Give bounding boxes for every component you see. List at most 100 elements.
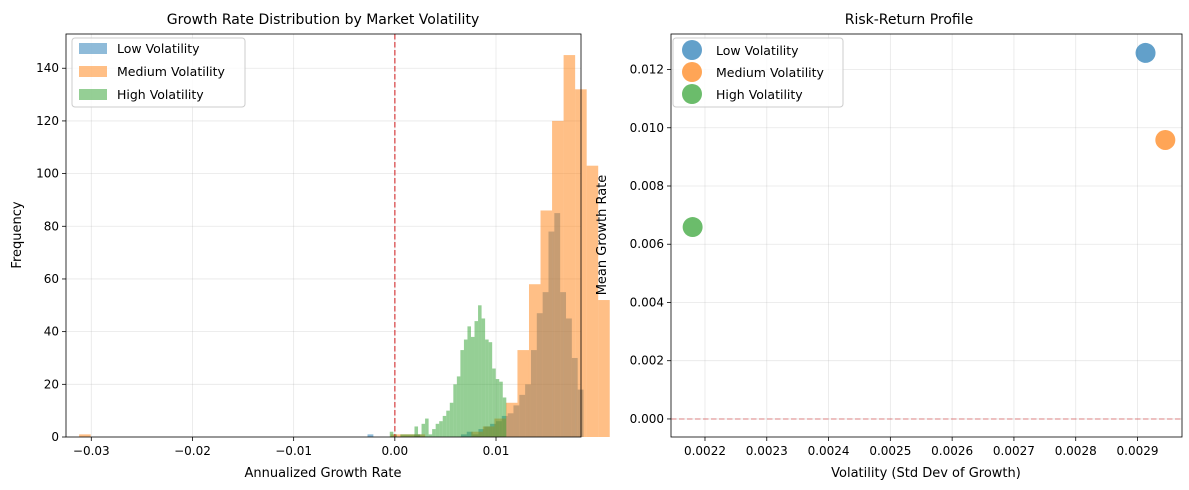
- histogram-bar-high: [446, 410, 450, 437]
- histogram-x-tick-label: 0.00: [381, 444, 408, 458]
- histogram-bar-low: [367, 434, 374, 437]
- histogram-bar-high: [449, 402, 454, 437]
- histogram-bar-high: [499, 381, 503, 437]
- histogram-legend-label-high: High Volatility: [117, 87, 204, 102]
- scatter-legend-marker-low: [682, 40, 702, 60]
- histogram-bar-high: [456, 376, 461, 437]
- histogram-bar-high: [470, 336, 475, 437]
- scatter-x-ticks: 0.0022 0.0023 0.0024 0.0025 0.0026 0.0027 0.00…: [684, 437, 1159, 458]
- scatter-legend-marker-high: [682, 84, 702, 104]
- histogram-bar-high: [428, 434, 433, 437]
- histogram-legend-box: [71, 37, 246, 108]
- histogram-x-tick-label: −0.02: [174, 444, 211, 458]
- scatter-y-tick-label: 0.010: [630, 121, 664, 135]
- histogram-legend-swatch-medium: [79, 66, 107, 77]
- scatter-legend-label-low: Low Volatility: [716, 43, 799, 58]
- scatter-point-medium: [1155, 129, 1176, 150]
- histogram-bar-high: [485, 339, 489, 437]
- histogram-y-tick-label: 40: [44, 325, 59, 339]
- histogram-x-tick-label: −0.03: [73, 444, 110, 458]
- histogram-bar-medium: [540, 210, 553, 437]
- histogram-plot-frame: [65, 33, 582, 438]
- histogram-bar-high: [474, 321, 479, 437]
- histogram-bar-high: [410, 434, 415, 437]
- histogram-bar-high: [407, 434, 411, 437]
- histogram-bar-medium: [79, 434, 91, 437]
- histogram-bar-high: [478, 305, 482, 437]
- scatter-legend: Low Volatility Medium Volatility High Vo…: [672, 37, 844, 108]
- histogram-bar-medium: [586, 165, 599, 437]
- histogram-bar-high: [488, 342, 493, 437]
- histogram-y-tick-label: 80: [44, 219, 59, 233]
- histogram-bar-high: [467, 326, 471, 437]
- histogram-bar-high: [481, 318, 486, 437]
- scatter-legend-marker-medium: [682, 62, 702, 82]
- histogram-bar-medium: [505, 402, 518, 437]
- histogram-title: Growth Rate Distribution by Market Volat…: [167, 12, 479, 28]
- scatter-x-tick-label: 0.0023: [746, 444, 788, 458]
- histogram-bar-high: [435, 423, 440, 437]
- scatter-y-tick-label: 0.000: [630, 412, 664, 426]
- histogram-y-axis-label: Frequency: [10, 201, 25, 268]
- histogram-legend: Low Volatility Medium Volatility High Vo…: [71, 37, 246, 108]
- scatter-point-high: [682, 217, 703, 238]
- histogram-legend-label-medium: Medium Volatility: [117, 64, 226, 79]
- histogram-bar-high: [425, 418, 429, 437]
- scatter-x-tick-label: 0.0025: [869, 444, 911, 458]
- scatter-legend-label-medium: Medium Volatility: [716, 65, 825, 80]
- histogram-y-tick-label: 100: [36, 167, 59, 181]
- scatter-x-tick-label: 0.0026: [931, 444, 973, 458]
- scatter-points: [682, 42, 1176, 238]
- histogram-legend-swatch-high: [79, 89, 107, 100]
- histogram-bar-medium: [598, 300, 610, 437]
- histogram-bar-high: [432, 429, 436, 437]
- scatter-y-tick-label: 0.006: [630, 237, 664, 251]
- histogram-bar-medium: [563, 55, 576, 437]
- scatter-y-tick-label: 0.004: [630, 295, 664, 309]
- scatter-x-axis-label: Volatility (Std Dev of Growth): [831, 466, 1021, 481]
- histogram-bar-high: [502, 397, 507, 437]
- histogram-bar-high: [400, 434, 404, 437]
- histogram-y-tick-label: 140: [36, 61, 59, 75]
- histogram-bar-high: [421, 423, 426, 437]
- histogram-legend-swatch-low: [79, 43, 107, 54]
- histogram-x-ticks: −0.03 −0.02 −0.01 0.00 0.01: [73, 437, 509, 458]
- histogram-bar-high: [389, 431, 394, 437]
- histogram-chart: Growth Rate Distribution by Market Volat…: [10, 12, 610, 481]
- scatter-title: Risk-Return Profile: [845, 12, 974, 28]
- scatter-chart: Risk-Return Profile 0.0022 0.0023 0.0024 0.…: [595, 12, 1183, 481]
- histogram-bar-medium: [528, 284, 541, 437]
- histogram-bar-high: [442, 415, 447, 437]
- histogram-x-tick-label: 0.01: [483, 444, 510, 458]
- scatter-x-tick-label: 0.0027: [993, 444, 1035, 458]
- histogram-bar-high: [403, 434, 408, 437]
- histogram-bar-high: [418, 434, 422, 437]
- histogram-y-tick-label: 0: [51, 430, 59, 444]
- histogram-y-tick-label: 60: [44, 272, 59, 286]
- scatter-x-tick-label: 0.0028: [1055, 444, 1097, 458]
- histogram-bar-high: [414, 426, 419, 437]
- histogram-legend-label-low: Low Volatility: [117, 41, 200, 56]
- scatter-point-low: [1135, 42, 1156, 63]
- scatter-plot-frame: [670, 33, 1183, 438]
- histogram-x-tick-label: −0.01: [275, 444, 312, 458]
- histogram-x-axis-label: Annualized Growth Rate: [244, 466, 401, 481]
- scatter-legend-box: [672, 37, 844, 108]
- histogram-bar-high: [460, 350, 464, 437]
- scatter-x-tick-label: 0.0029: [1117, 444, 1159, 458]
- histogram-y-tick-label: 20: [44, 377, 59, 391]
- histogram-bar-medium: [552, 120, 564, 437]
- histogram-y-tick-label: 120: [36, 114, 59, 128]
- histogram-bar-high: [492, 368, 496, 437]
- histogram-bar-high: [439, 421, 443, 437]
- histogram-bar-medium: [517, 350, 529, 437]
- scatter-y-tick-label: 0.002: [630, 354, 664, 368]
- scatter-y-tick-label: 0.012: [630, 63, 664, 77]
- histogram-y-ticks: 0 20 40 60 80 100 120 140: [36, 61, 66, 444]
- scatter-x-tick-label: 0.0024: [808, 444, 850, 458]
- scatter-legend-label-high: High Volatility: [716, 87, 803, 102]
- histogram-bar-high: [463, 339, 468, 437]
- histogram-bar-high: [495, 379, 500, 437]
- scatter-y-ticks: 0.000 0.002 0.004 0.006 0.008 0.010 0.012: [630, 63, 671, 426]
